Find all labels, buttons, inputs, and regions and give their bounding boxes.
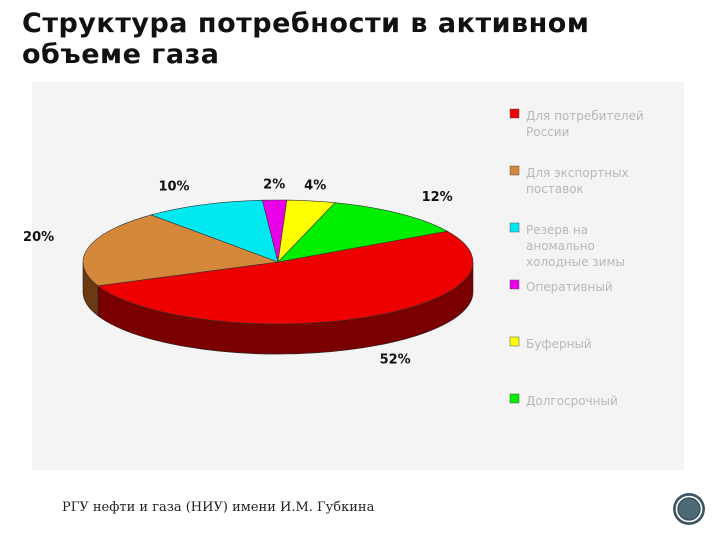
legend-label-4: Буферный <box>526 337 592 351</box>
legend-swatch-4 <box>509 336 520 347</box>
legend-swatch-2 <box>509 222 520 233</box>
footer-text: РГУ нефти и газа (НИУ) имени И.М. Губкин… <box>62 500 375 515</box>
pie-label-3: 2% <box>263 178 285 193</box>
pie-slice-5 <box>277 202 449 263</box>
legend-label-1: Для экспортных поставок <box>526 166 629 196</box>
pie-label-1: 20% <box>23 230 54 245</box>
legend-swatch-5 <box>509 393 520 404</box>
legend-label-3: Оперативный <box>526 280 613 294</box>
pie-label-0: 52% <box>380 353 411 368</box>
pie-label-2: 10% <box>158 179 189 194</box>
pie-slice-1 <box>82 214 279 287</box>
logo-icon <box>673 493 705 525</box>
legend-label-5: Долгосрочный <box>526 394 618 408</box>
pie-tops <box>82 199 474 325</box>
legend: Для потребителей России Для экспортных пост… <box>509 108 644 408</box>
pie-slice-2 <box>150 199 279 263</box>
legend-swatch-3 <box>509 279 520 290</box>
pie-labels: 52% 20% 10% 2% 4% 12% <box>23 178 453 368</box>
legend-label-2: Резерв на аномально холодные зимы <box>526 223 625 269</box>
pie-label-5: 12% <box>422 190 453 205</box>
pie-label-4: 4% <box>304 179 326 194</box>
pie-slice-0 <box>97 230 474 325</box>
page-title: Структура потребности в активном объеме … <box>22 8 590 70</box>
legend-swatch-1 <box>509 165 520 176</box>
legend-label-0: Для потребителей России <box>526 109 644 139</box>
legend-swatch-0 <box>509 108 520 119</box>
